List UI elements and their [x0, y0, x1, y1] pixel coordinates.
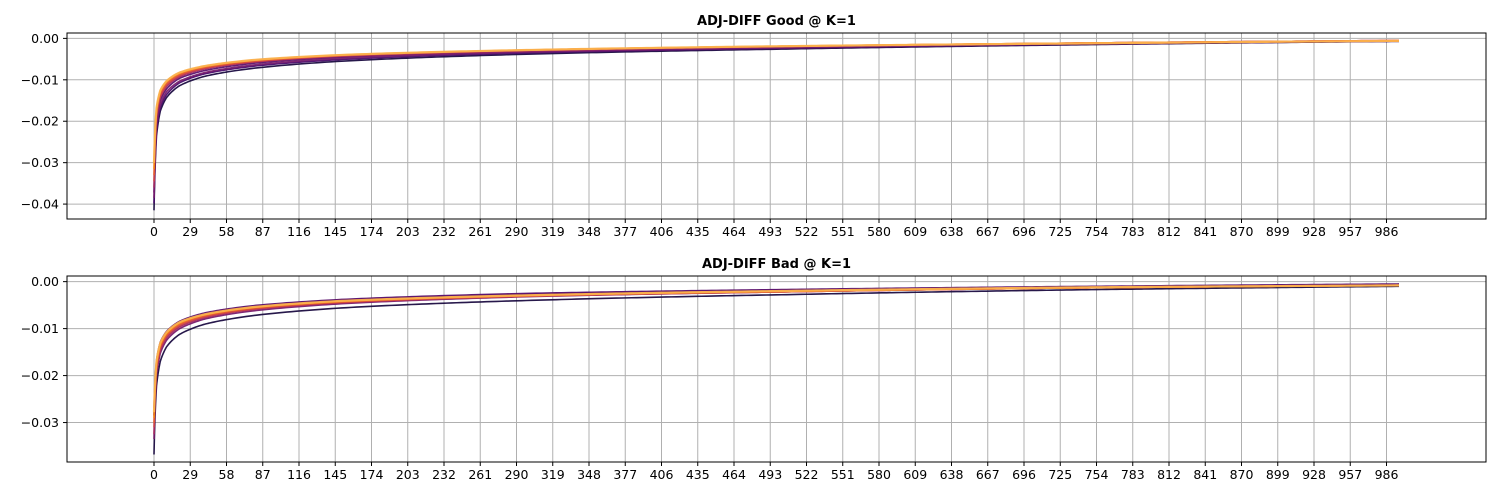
- y-tick-label: −0.04: [21, 197, 59, 212]
- x-tick-label: 87: [255, 224, 271, 239]
- x-tick-label: 435: [686, 467, 710, 482]
- y-tick-label: −0.02: [21, 368, 59, 383]
- x-tick-label: 812: [1157, 467, 1181, 482]
- axes-frame-bad: [66, 275, 1487, 463]
- x-tick-label: 899: [1266, 224, 1290, 239]
- x-tick-label: 870: [1230, 224, 1254, 239]
- series-line-9: [152, 284, 1400, 413]
- x-tick-label: 348: [577, 224, 601, 239]
- x-tick-label: 87: [255, 467, 271, 482]
- series-line-9: [152, 39, 1400, 163]
- x-tick-label: 638: [940, 467, 964, 482]
- x-tick-label: 232: [432, 467, 456, 482]
- x-tick-label: 232: [432, 224, 456, 239]
- chart-title-bad: ADJ-DIFF Bad @ K=1: [702, 257, 851, 272]
- x-tick-label: 667: [976, 467, 1000, 482]
- x-tick-label: 783: [1121, 224, 1145, 239]
- x-tick-label: 203: [396, 224, 420, 239]
- x-tick-label: 145: [323, 224, 347, 239]
- gridlines-good: [67, 33, 1486, 219]
- x-tick-label: 870: [1230, 467, 1254, 482]
- y-tick-label: 0.00: [31, 31, 59, 46]
- x-tick-label: 145: [323, 467, 347, 482]
- x-tick-label: 841: [1193, 467, 1217, 482]
- y-tick-label: −0.03: [21, 415, 59, 430]
- x-tick-label: 377: [613, 467, 637, 482]
- x-tick-label: 638: [940, 224, 964, 239]
- x-tick-label: 0: [150, 224, 158, 239]
- x-tick-label: 319: [541, 224, 565, 239]
- x-tick-label: 464: [722, 467, 746, 482]
- x-tick-label: 580: [867, 224, 891, 239]
- x-tick-label: 290: [505, 224, 529, 239]
- x-tick-label: 406: [650, 467, 674, 482]
- axes-frame-good: [66, 32, 1487, 220]
- x-tick-label: 348: [577, 467, 601, 482]
- x-tick-label: 290: [505, 467, 529, 482]
- x-tick-label: 174: [360, 224, 384, 239]
- x-tick-label: 812: [1157, 224, 1181, 239]
- x-tick-label: 841: [1193, 224, 1217, 239]
- x-tick-label: 957: [1338, 224, 1362, 239]
- x-tick-label: 29: [182, 467, 198, 482]
- x-tick-label: 725: [1048, 224, 1072, 239]
- x-tick-label: 319: [541, 467, 565, 482]
- chart-title-good: ADJ-DIFF Good @ K=1: [697, 14, 856, 29]
- x-tick-label: 725: [1048, 467, 1072, 482]
- y-tick-label: −0.03: [21, 155, 59, 170]
- y-tick-label: −0.01: [21, 72, 59, 87]
- x-tick-label: 58: [219, 224, 235, 239]
- x-tick-label: 174: [360, 467, 384, 482]
- x-tick-label: 203: [396, 467, 420, 482]
- x-tick-label: 551: [831, 467, 855, 482]
- x-tick-label: 667: [976, 224, 1000, 239]
- series-group-good: [152, 39, 1400, 211]
- x-tick-label: 522: [795, 224, 819, 239]
- x-tick-label: 493: [758, 224, 782, 239]
- x-tick-label: 957: [1338, 467, 1362, 482]
- x-tick-label: 928: [1302, 467, 1326, 482]
- x-tick-label: 0: [150, 467, 158, 482]
- x-tick-label: 986: [1375, 467, 1399, 482]
- subplot-bad: 0 29 58 87 116 145 174 203 232 261 290 319 348 377 406…: [21, 257, 1487, 482]
- x-tick-label: 551: [831, 224, 855, 239]
- x-tick-label: 464: [722, 224, 746, 239]
- x-tick-label: 928: [1302, 224, 1326, 239]
- subplot-good: 0 29 58 87 116 145 174 203 232 261 290 319 348 377 406…: [21, 14, 1487, 239]
- x-tick-label: 899: [1266, 467, 1290, 482]
- x-tick-label: 116: [287, 224, 311, 239]
- x-tick-label: 58: [219, 467, 235, 482]
- y-tick-label: −0.01: [21, 321, 59, 336]
- x-tick-label: 609: [903, 224, 927, 239]
- x-tick-label: 522: [795, 467, 819, 482]
- x-tick-label: 261: [468, 467, 492, 482]
- x-tick-label: 696: [1012, 224, 1036, 239]
- x-tick-label: 29: [182, 224, 198, 239]
- x-tick-label: 754: [1085, 224, 1109, 239]
- x-tick-label: 116: [287, 467, 311, 482]
- y-tick-label: −0.02: [21, 114, 59, 129]
- x-tick-label: 406: [650, 224, 674, 239]
- x-tick-label: 435: [686, 224, 710, 239]
- x-tick-label: 493: [758, 467, 782, 482]
- x-tick-label: 261: [468, 224, 492, 239]
- x-tick-label: 986: [1375, 224, 1399, 239]
- x-tick-label: 696: [1012, 467, 1036, 482]
- x-tick-label: 754: [1085, 467, 1109, 482]
- x-tick-label: 580: [867, 467, 891, 482]
- x-tick-label: 377: [613, 224, 637, 239]
- x-tick-label: 783: [1121, 467, 1145, 482]
- y-tick-label: 0.00: [31, 274, 59, 289]
- series-line-1: [153, 285, 1400, 455]
- series-group-bad: [152, 283, 1400, 455]
- x-tick-label: 609: [903, 467, 927, 482]
